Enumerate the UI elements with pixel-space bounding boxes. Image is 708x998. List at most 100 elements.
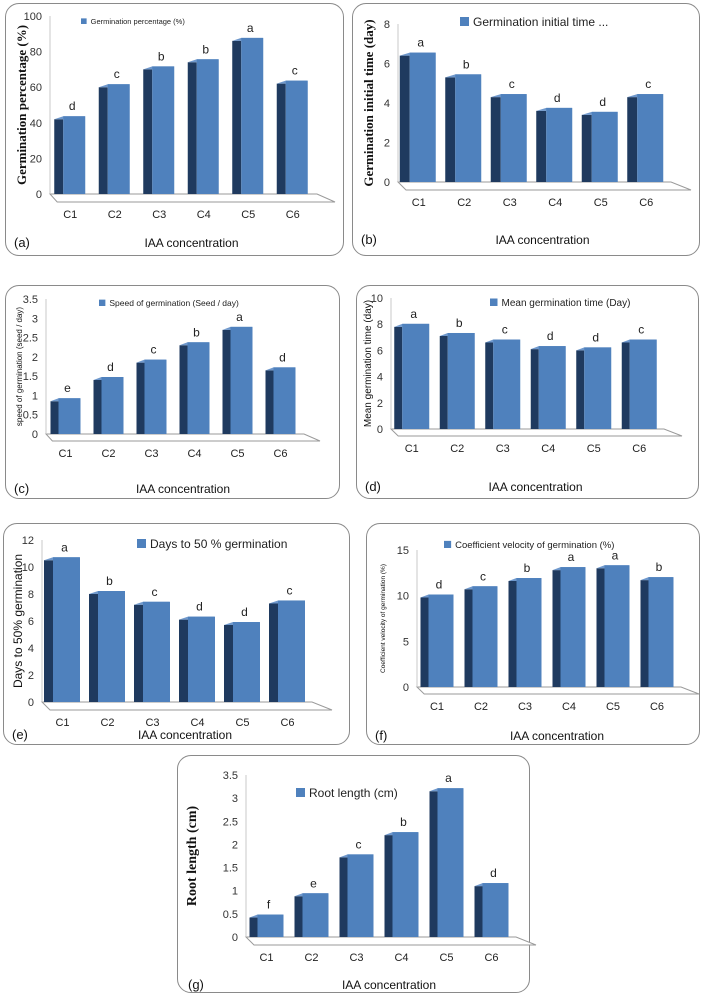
bar-front [482, 883, 509, 937]
bar-front [455, 74, 482, 182]
bar-front [188, 616, 215, 702]
bar-side [222, 329, 231, 434]
bar-c4 [179, 342, 210, 434]
bar-front [347, 854, 374, 937]
y-tick-label: 0 [377, 424, 383, 436]
bar-c6 [474, 883, 509, 937]
bar-front [546, 107, 573, 182]
bar-front [257, 914, 284, 937]
bar-c5 [224, 622, 260, 702]
x-tick-label: C2 [450, 443, 464, 455]
bar-side [399, 55, 410, 182]
bar-front [648, 577, 674, 687]
chart-floor [48, 193, 336, 203]
bar-side [576, 350, 585, 429]
legend-label: Speed of germination (Seed / day) [109, 298, 239, 308]
bar-side [429, 791, 438, 937]
x-tick-label: C4 [190, 717, 204, 729]
significance-letter: b [463, 57, 470, 71]
bar-c2 [294, 893, 329, 937]
x-tick-label: C2 [474, 701, 488, 713]
panel-label: (d) [365, 479, 381, 494]
bar-c4 [179, 616, 215, 702]
bar-side [54, 119, 64, 194]
bar-front [402, 323, 430, 429]
chart-panel-f: 0 5 10 15 d C1 c C2 b C3 a C4 a C5 b C6 Coefficient velo… [366, 523, 700, 745]
bar-c5 [429, 788, 464, 937]
bar-front [144, 359, 167, 434]
x-tick-label: C4 [197, 209, 211, 221]
significance-letter: b [456, 316, 463, 330]
legend-swatch [296, 788, 305, 797]
x-tick-label: C6 [484, 952, 498, 964]
bar-c6 [627, 94, 664, 182]
bar-c4 [552, 567, 586, 687]
bar-side [98, 87, 108, 194]
significance-letter: d [69, 99, 76, 113]
bar-side [136, 362, 145, 434]
chart-panel-g: 0 0.5 1 1.5 2 2.5 3 3.5 f C1 e C2 c C3 b C4 a C5 d C6 Root l… [177, 755, 537, 993]
x-tick-label: C3 [145, 717, 159, 729]
significance-letter: d [107, 360, 114, 374]
chart-svg-e: 0 2 4 6 8 10 12 a C1 b C2 c C3 d C4 d C5 c C6 Days to 50 % … [11, 535, 333, 742]
significance-letter: e [64, 381, 71, 395]
legend-swatch [444, 540, 452, 548]
bar-side [89, 594, 98, 702]
significance-letter: d [196, 600, 203, 614]
x-tick-label: C1 [55, 717, 69, 729]
significance-letter: b [656, 560, 663, 574]
legend-swatch [99, 299, 106, 306]
bar-side [464, 589, 473, 687]
bar-c6 [265, 367, 296, 434]
x-tick-label: C1 [430, 701, 444, 713]
bar-side [249, 917, 258, 937]
bar-front [196, 59, 219, 194]
significance-letter: c [480, 569, 486, 583]
significance-letter: a [236, 310, 243, 324]
bar-c3 [136, 359, 167, 434]
x-tick-label: C6 [639, 197, 653, 209]
x-tick-label: C3 [144, 448, 158, 460]
significance-letter: b [202, 42, 209, 56]
y-tick-label: 40 [30, 118, 42, 130]
x-tick-label: C6 [650, 701, 664, 713]
x-tick-label: C3 [518, 701, 532, 713]
y-tick-label: 6 [384, 59, 390, 71]
chart-panel-c: 0 0.5 1 1.5 2 2.5 3 3.5 e C1 d C2 c C3 b C4 a C5 d C6 Speed … [5, 285, 340, 499]
significance-letter: a [417, 36, 424, 50]
bar-front [437, 788, 464, 937]
legend-swatch [490, 298, 498, 306]
x-axis-title: IAA concentration [144, 236, 238, 250]
y-tick-label: 10 [397, 591, 409, 603]
y-tick-label: 0 [403, 682, 409, 694]
chart-panel-a: 0 20 40 60 80 100 d C1 c C2 b C3 b C4 a C5 c C6 Germinatio… [5, 3, 344, 256]
y-tick-label: 0.5 [223, 909, 238, 921]
x-tick-label: C3 [503, 197, 517, 209]
bar-front [230, 326, 253, 434]
bar-side [143, 69, 153, 194]
bar-front [98, 591, 125, 702]
x-axis-title: IAA concentration [495, 233, 589, 247]
bar-c1 [420, 594, 454, 687]
y-axis-title: Germination percentage (%) [14, 25, 29, 185]
bar-front [152, 66, 175, 194]
x-axis-title: IAA concentration [138, 728, 232, 742]
bar-front [278, 600, 305, 702]
bar-front [409, 52, 436, 182]
bar-side [179, 619, 188, 702]
significance-letter: a [247, 21, 254, 35]
significance-letter: b [193, 325, 200, 339]
y-tick-label: 4 [384, 98, 390, 110]
x-tick-label: C2 [101, 448, 115, 460]
bar-c1 [54, 116, 86, 194]
legend-label: Coefficient velocity of germination (%) [455, 540, 614, 551]
legend-swatch [81, 18, 87, 24]
x-axis-title: IAA concentration [136, 482, 230, 496]
significance-letter: f [267, 898, 271, 912]
chart-svg-a: 0 20 40 60 80 100 d C1 c C2 b C3 b C4 a C5 c C6 Germinatio… [14, 11, 336, 250]
bar-c3 [339, 854, 374, 937]
y-tick-label: 0 [232, 932, 238, 944]
significance-letter: e [310, 876, 317, 890]
bar-front [143, 601, 170, 702]
y-tick-label: 20 [30, 153, 42, 165]
